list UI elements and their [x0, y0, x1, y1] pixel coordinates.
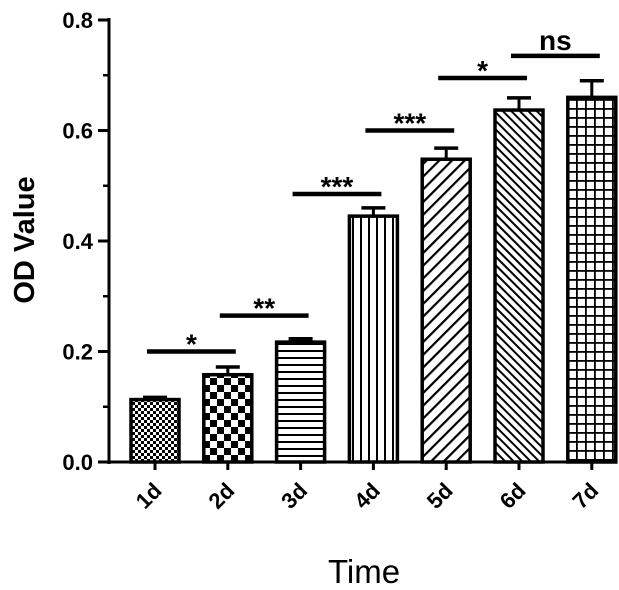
bar-6d — [493, 108, 545, 464]
x-axis-title: Time — [328, 553, 400, 590]
x-tick-label-5d: 5d — [422, 478, 458, 514]
x-tick-label-7d: 7d — [567, 478, 603, 514]
bars-group — [129, 79, 618, 464]
y-tick-label: 0.4 — [62, 229, 93, 254]
x-tick-label-1d: 1d — [131, 478, 167, 514]
significance-label: ** — [253, 293, 275, 324]
y-axis: 0.0 0.2 0.4 0.6 0.8 — [62, 8, 111, 475]
bar-3d — [274, 340, 327, 464]
significance-label: ns — [539, 25, 572, 56]
significance-label: *** — [321, 171, 354, 202]
x-tick-label-3d: 3d — [276, 478, 312, 514]
y-tick-label: 0.2 — [62, 340, 93, 365]
y-axis-title: OD Value — [9, 176, 41, 303]
bar-2d — [202, 372, 254, 464]
x-tick-label-2d: 2d — [203, 478, 239, 514]
bar-1d — [129, 397, 181, 464]
significance-label: * — [186, 329, 197, 360]
x-axis: 1d 2d 3d 4d 5d 6d 7d — [108, 460, 607, 514]
bar-5d — [420, 157, 472, 464]
significance-label: *** — [393, 108, 426, 139]
x-tick-label-6d: 6d — [495, 478, 531, 514]
bar-4d — [347, 214, 400, 464]
significance-label: * — [477, 55, 488, 86]
bar-7d — [566, 95, 618, 464]
y-tick-label: 0.6 — [62, 119, 93, 144]
significance-group: **********ns — [147, 25, 600, 360]
y-tick-label: 0.8 — [62, 8, 93, 33]
x-tick-label-4d: 4d — [349, 478, 385, 514]
y-tick-label: 0.0 — [62, 450, 93, 475]
